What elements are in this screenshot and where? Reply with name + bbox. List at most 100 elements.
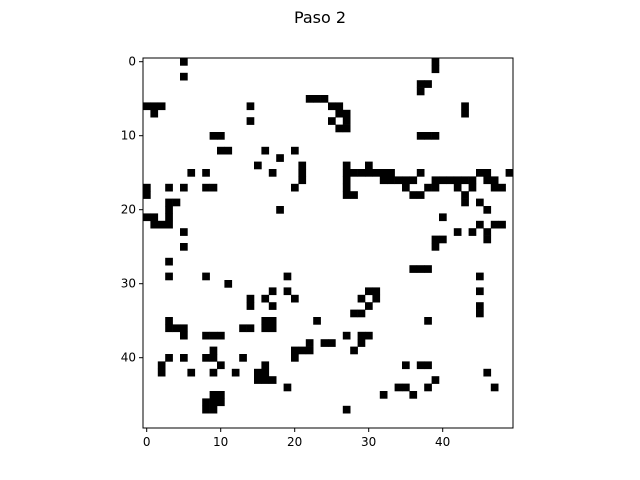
- live-cell: [172, 324, 181, 333]
- live-cell: [165, 317, 173, 325]
- y-tick-label: 30: [121, 277, 136, 291]
- live-cell: [165, 257, 173, 266]
- live-cell: [409, 176, 418, 185]
- live-cell: [342, 331, 351, 340]
- live-cell: [157, 368, 166, 377]
- live-cell: [165, 220, 173, 229]
- live-cell: [298, 346, 307, 355]
- live-cell: [328, 339, 336, 347]
- live-cell: [187, 368, 196, 377]
- cells-layer: [143, 58, 514, 414]
- live-cell: [209, 405, 218, 414]
- live-cell: [461, 198, 469, 207]
- live-cell: [416, 191, 425, 199]
- live-cell: [498, 183, 506, 192]
- live-cell: [342, 161, 351, 170]
- live-cell: [283, 272, 292, 281]
- live-cell: [342, 183, 351, 192]
- live-cell: [468, 228, 477, 236]
- live-cell: [254, 161, 262, 170]
- live-cell: [350, 191, 358, 199]
- live-cell: [231, 368, 240, 377]
- live-cell: [431, 183, 440, 192]
- live-cell: [180, 354, 188, 362]
- live-cell: [461, 109, 469, 118]
- live-cell: [305, 346, 314, 355]
- live-cell: [143, 191, 151, 199]
- x-tick-label: 10: [213, 435, 228, 449]
- live-cell: [424, 383, 432, 392]
- live-cell: [320, 339, 329, 347]
- live-cell: [350, 309, 358, 318]
- live-cell: [143, 102, 151, 111]
- live-cell: [431, 176, 440, 185]
- live-cell: [342, 405, 351, 414]
- live-cell: [394, 176, 403, 185]
- live-cell: [424, 265, 432, 273]
- live-cell: [268, 169, 277, 177]
- live-cell: [439, 213, 447, 222]
- live-cell: [365, 169, 373, 177]
- live-cell: [365, 331, 373, 340]
- live-cell: [165, 213, 173, 222]
- live-cell: [209, 398, 218, 407]
- live-cell: [217, 132, 225, 140]
- live-cell: [150, 109, 159, 118]
- live-cell: [254, 376, 262, 384]
- live-cell: [217, 361, 225, 370]
- live-cell: [476, 302, 484, 310]
- x-tick-label: 40: [435, 435, 450, 449]
- live-cell: [305, 339, 314, 347]
- live-cell: [268, 287, 277, 296]
- live-cell: [424, 132, 432, 140]
- live-cell: [490, 176, 499, 185]
- live-cell: [394, 383, 403, 392]
- live-cell: [409, 265, 418, 273]
- live-cell: [246, 324, 255, 333]
- live-cell: [342, 124, 351, 133]
- live-cell: [372, 294, 381, 303]
- live-cell: [202, 354, 210, 362]
- live-cell: [350, 346, 358, 355]
- live-cell: [402, 361, 410, 370]
- live-cell: [209, 368, 218, 377]
- live-cell: [283, 287, 292, 296]
- y-tick-label: 0: [128, 55, 136, 69]
- live-cell: [424, 183, 432, 192]
- ticks-layer: 0 10 20 30 40 0 10 20 30 40: [121, 55, 451, 449]
- live-cell: [261, 294, 270, 303]
- live-cell: [357, 169, 366, 177]
- live-cell: [150, 213, 159, 222]
- live-cell: [254, 368, 262, 377]
- live-cell: [483, 206, 492, 214]
- live-cell: [217, 391, 225, 399]
- live-cell: [180, 58, 188, 66]
- live-cell: [261, 317, 270, 325]
- live-cell: [431, 376, 440, 384]
- live-cell: [165, 206, 173, 214]
- live-cell: [209, 331, 218, 340]
- y-tick-label: 10: [121, 129, 136, 143]
- live-cell: [476, 169, 484, 177]
- live-cell: [180, 183, 188, 192]
- live-cell: [342, 117, 351, 125]
- live-cell: [202, 169, 210, 177]
- live-cell: [202, 405, 210, 414]
- live-cell: [476, 198, 484, 207]
- live-cell: [483, 368, 492, 377]
- live-cell: [372, 169, 381, 177]
- live-cell: [165, 324, 173, 333]
- live-cell: [483, 228, 492, 236]
- live-cell: [387, 169, 395, 177]
- live-cell: [431, 132, 440, 140]
- live-cell: [217, 398, 225, 407]
- live-cell: [268, 317, 277, 325]
- live-cell: [453, 183, 462, 192]
- live-cell: [157, 361, 166, 370]
- live-cell: [439, 176, 447, 185]
- live-cell: [453, 228, 462, 236]
- live-cell: [342, 191, 351, 199]
- live-cell: [246, 117, 255, 125]
- live-cell: [342, 176, 351, 185]
